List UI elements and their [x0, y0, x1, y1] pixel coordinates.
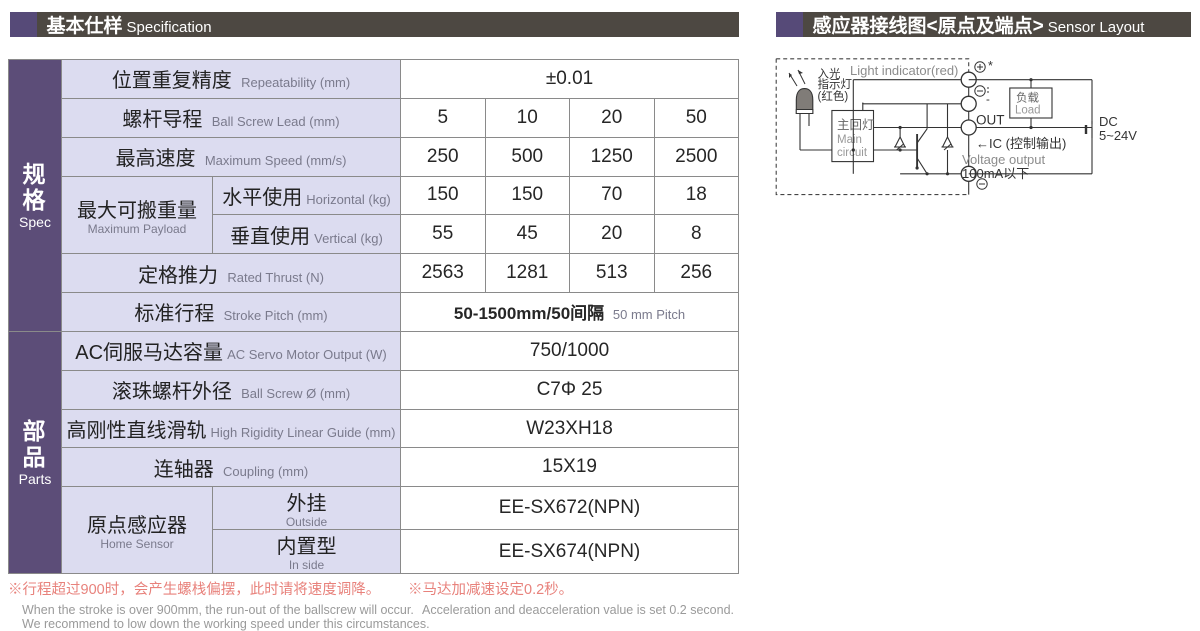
svg-text:DC: DC: [1099, 114, 1118, 129]
svg-text:OUT: OUT: [976, 113, 1005, 128]
svg-text:主回灯: 主回灯: [837, 118, 875, 132]
svg-text:5~24V: 5~24V: [1099, 128, 1137, 143]
svg-text:*: *: [988, 59, 993, 73]
svg-text:负载: 负载: [1016, 91, 1039, 105]
svg-text:←IC (控制输出): ←IC (控制输出): [976, 136, 1066, 151]
svg-text:Voltage output: Voltage output: [962, 152, 1046, 167]
svg-text:Main: Main: [837, 134, 862, 146]
svg-text:Load: Load: [1015, 105, 1041, 117]
svg-text:-: -: [986, 94, 990, 106]
svg-text:指示灯: 指示灯: [818, 77, 853, 91]
svg-text:(红色): (红色): [818, 89, 849, 103]
svg-text:Light indicator(red): Light indicator(red): [850, 63, 958, 78]
